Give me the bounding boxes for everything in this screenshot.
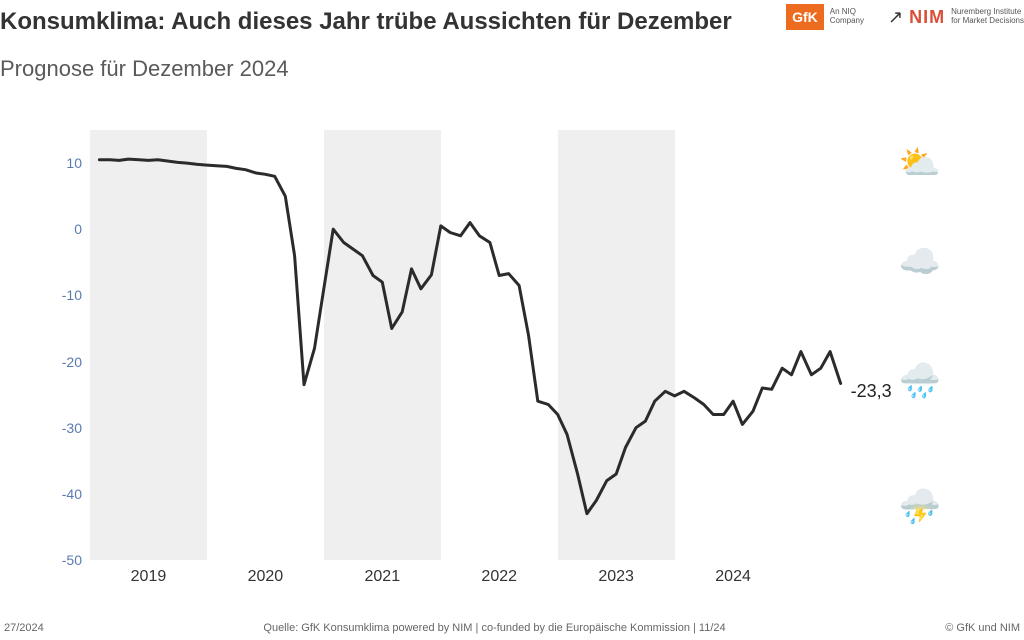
cloud-sun-icon: ⛅: [899, 146, 941, 180]
y-tick: 0: [74, 221, 82, 237]
footer-left: 27/2024: [4, 622, 44, 634]
page-subtitle: Prognose für Dezember 2024: [0, 56, 289, 82]
logos-row: GfK An NIQ Company ↗ NIM Nuremberg Insti…: [786, 4, 1024, 30]
x-tick: 2022: [481, 568, 517, 586]
nim-arrow-icon: ↗: [888, 7, 903, 28]
nim-logo-sub: Nuremberg Institute for Market Decisions: [951, 8, 1024, 26]
gfk-sub-line2: Company: [830, 17, 864, 26]
y-tick: -40: [62, 486, 82, 502]
x-tick: 2024: [715, 568, 751, 586]
y-tick: -10: [62, 287, 82, 303]
chart-area: 100-10-20-30-40-502019202020212022202320…: [90, 130, 850, 560]
footer-source: Quelle: GfK Konsumklima powered by NIM |…: [263, 622, 725, 634]
chart-svg: [90, 130, 850, 560]
cloud-rain-icon: 🌧️: [899, 364, 941, 398]
y-tick: -50: [62, 552, 82, 568]
x-tick: 2020: [248, 568, 284, 586]
nim-logo: ↗ NIM Nuremberg Institute for Market Dec…: [888, 7, 1024, 28]
cloud-icon: ☁️: [899, 245, 941, 279]
y-tick: -20: [62, 354, 82, 370]
x-tick: 2019: [131, 568, 167, 586]
y-tick: -30: [62, 420, 82, 436]
nim-logo-text: NIM: [909, 7, 945, 28]
weather-icons-column: ⛅ ☁️ 🌧️ ⛈️: [880, 130, 960, 560]
y-tick: 10: [66, 155, 82, 171]
footer-copyright: © GfK und NIM: [945, 622, 1020, 634]
nim-sub-line2: for Market Decisions: [951, 17, 1024, 26]
gfk-logo-sub: An NIQ Company: [830, 8, 864, 26]
x-tick: 2023: [598, 568, 634, 586]
page-title: Konsumklima: Auch dieses Jahr trübe Auss…: [0, 8, 732, 36]
series-line: [99, 159, 840, 514]
storm-icon: ⛈️: [899, 490, 941, 524]
gfk-logo: GfK An NIQ Company: [786, 4, 864, 30]
gfk-logo-box: GfK: [786, 4, 824, 30]
x-tick: 2021: [365, 568, 401, 586]
footer: 27/2024 Quelle: GfK Konsumklima powered …: [0, 622, 1024, 634]
